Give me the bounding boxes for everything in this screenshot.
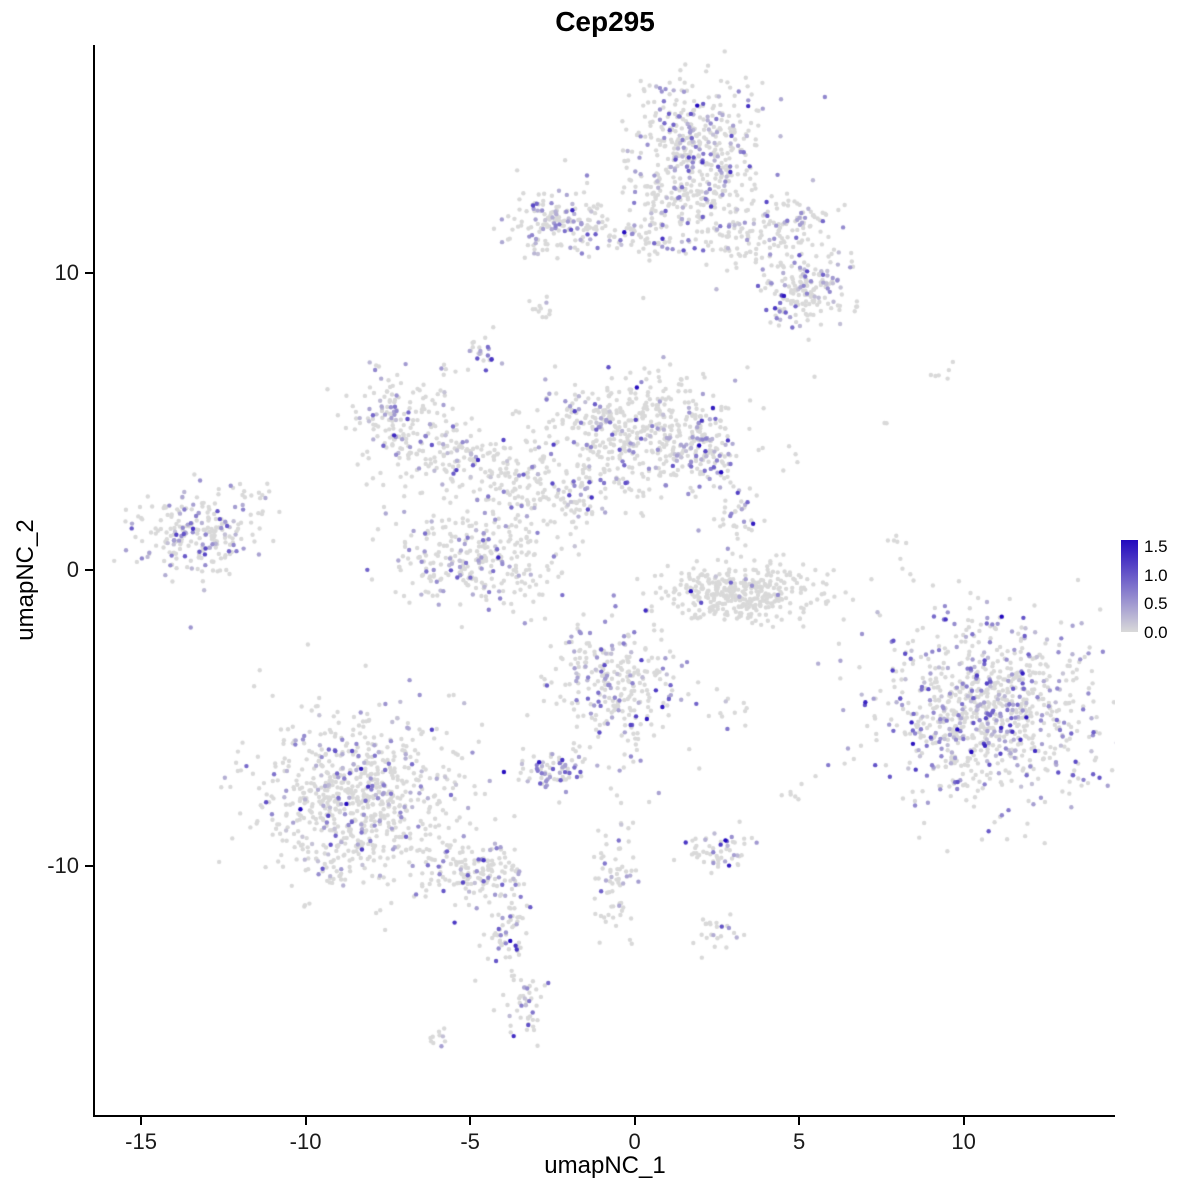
y-tick-label: 0 (66, 556, 79, 582)
y-tick-mark (85, 865, 93, 868)
legend-tick-label: 0.0 (1144, 623, 1168, 642)
x-tick-label: 5 (793, 1129, 806, 1154)
x-tick-mark (304, 1117, 307, 1125)
x-tick-label: 0 (628, 1129, 641, 1154)
y-tick-label: -10 (47, 853, 79, 879)
legend-tick-label: 1.5 (1144, 536, 1168, 556)
expression-colorbar-legend: 1.5 1.0 0.5 0.0 (1121, 536, 1199, 642)
y-tick-label: 10 (54, 260, 79, 286)
y-tick-mark (85, 568, 93, 571)
umap-scatter-canvas (95, 45, 1115, 1115)
y-axis-line (93, 45, 95, 1117)
plot-area (95, 45, 1115, 1115)
x-tick-label: 10 (951, 1129, 976, 1154)
x-tick-label: -5 (460, 1129, 480, 1154)
x-axis-label: umapNC_1 (544, 1152, 666, 1179)
legend-tick-label: 0.5 (1144, 594, 1168, 614)
x-axis-line (93, 1115, 1115, 1117)
chart-title: Cep295 (555, 6, 655, 37)
y-axis-label: umapNC_2 (12, 519, 39, 641)
colorbar-gradient (1121, 540, 1138, 632)
x-tick-mark (140, 1117, 143, 1125)
x-tick-mark (798, 1117, 801, 1125)
y-tick-mark (85, 272, 93, 275)
x-tick-mark (962, 1117, 965, 1125)
legend-tick-label: 1.0 (1144, 565, 1168, 585)
x-tick-mark (633, 1117, 636, 1125)
x-tick-label: -15 (125, 1129, 157, 1154)
x-tick-mark (469, 1117, 472, 1125)
x-tick-label: -10 (289, 1129, 322, 1154)
